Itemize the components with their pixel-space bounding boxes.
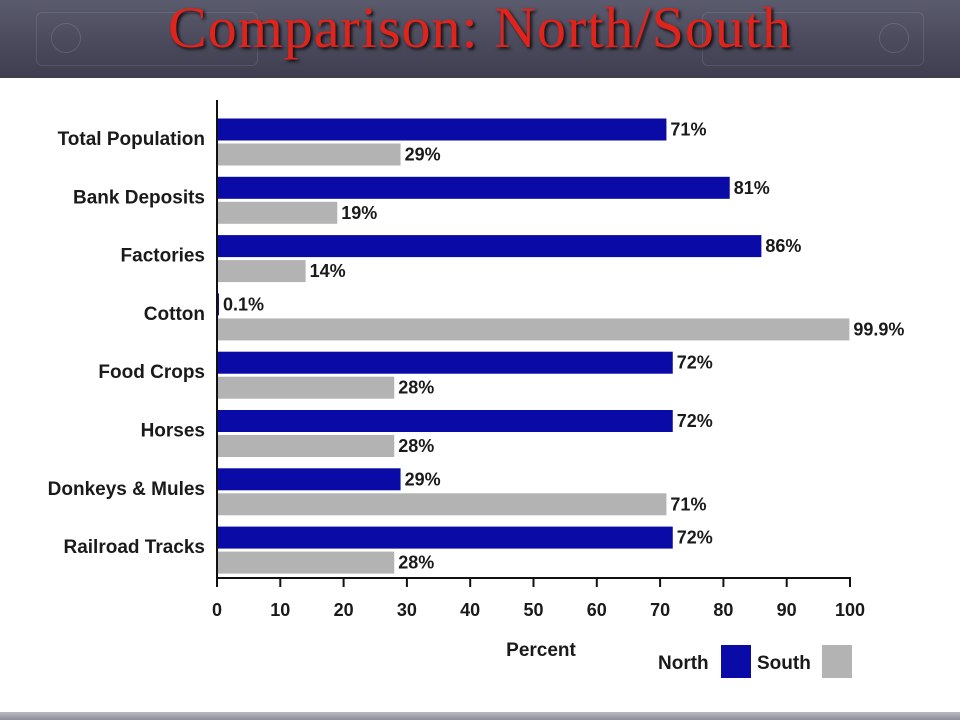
legend-swatch-south [822, 645, 852, 678]
data-label-north: 71% [670, 120, 706, 140]
bar-south [217, 201, 338, 224]
data-label-north: 81% [734, 178, 770, 198]
x-tick-label: 20 [334, 600, 354, 620]
category-label: Railroad Tracks [63, 537, 205, 558]
bar-south [217, 318, 850, 341]
x-tick-label: 30 [397, 600, 417, 620]
category-label: Donkeys & Mules [48, 479, 205, 500]
data-label-north: 72% [677, 528, 713, 548]
x-tick-label: 0 [212, 600, 222, 620]
data-label-south: 28% [398, 378, 434, 398]
x-tick-label: 90 [777, 600, 797, 620]
bar-north [217, 526, 673, 549]
axes-layer [216, 100, 851, 587]
bar-north [217, 118, 667, 141]
bar-south [217, 435, 395, 457]
category-label: Food Crops [98, 362, 205, 383]
legend-label-north: North [658, 653, 709, 674]
data-label-south: 28% [398, 436, 434, 456]
x-tick-label: 40 [460, 600, 480, 620]
data-label-south: 14% [310, 261, 346, 281]
x-tick-label: 80 [713, 600, 733, 620]
data-label-south: 71% [670, 494, 706, 514]
data-label-south: 28% [398, 553, 434, 573]
data-label-north: 29% [405, 469, 441, 489]
legend-swatch-north [721, 645, 751, 678]
banner-ornament-left [36, 12, 258, 66]
bar-north [217, 468, 401, 491]
category-label: Cotton [144, 304, 205, 325]
x-tick-label: 100 [835, 600, 865, 620]
data-label-north: 72% [677, 353, 713, 373]
category-label: Bank Deposits [73, 187, 205, 208]
bars-layer [217, 118, 850, 574]
bar-south [217, 493, 667, 516]
x-tick-label: 10 [270, 600, 290, 620]
data-label-north: 72% [677, 411, 713, 431]
labels-layer: Total Population 71% 29% Bank Deposits 81% 19… [48, 120, 905, 621]
slide-title: Comparison: North/South [168, 0, 792, 60]
legend: North South [658, 645, 852, 678]
category-label: Total Population [58, 129, 205, 150]
bar-south [217, 551, 395, 574]
legend-label-south: South [757, 653, 811, 674]
bar-north [217, 351, 673, 374]
category-label: Horses [141, 421, 205, 442]
bar-south [217, 260, 306, 283]
x-tick-label: 70 [650, 600, 670, 620]
bar-north [217, 410, 673, 432]
x-tick-label: 60 [587, 600, 607, 620]
bar-south [217, 143, 401, 166]
data-label-north: 0.1% [223, 294, 264, 314]
bar-south [217, 376, 395, 399]
title-banner: Comparison: North/South [0, 0, 960, 78]
banner-ornament-right [702, 12, 924, 66]
data-label-north: 86% [765, 236, 801, 256]
data-label-south: 19% [341, 203, 377, 223]
data-label-south: 99.9% [853, 319, 904, 339]
x-axis-title: Percent [506, 640, 576, 661]
bottom-rule [0, 712, 960, 720]
x-tick-label: 50 [523, 600, 543, 620]
bar-north [217, 176, 730, 199]
bar-north [217, 235, 762, 258]
category-label: Factories [121, 246, 205, 267]
data-label-south: 29% [405, 145, 441, 165]
